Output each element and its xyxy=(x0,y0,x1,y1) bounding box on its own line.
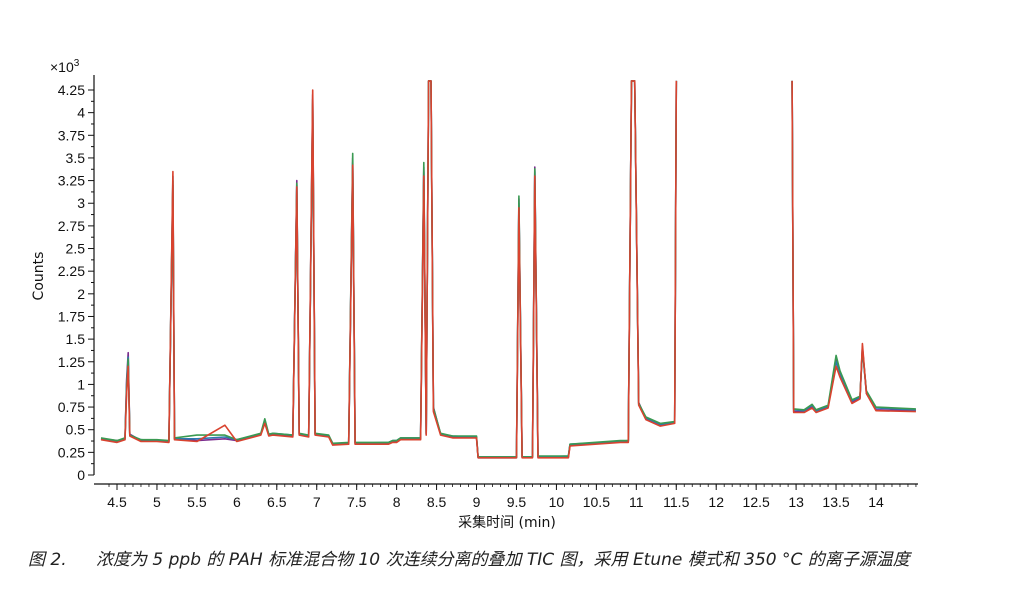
y-tick-label: 4 xyxy=(77,105,85,121)
figure-caption: 图 2. 浓度为 5 ppb 的 PAH 标准混合物 10 次连续分离的叠加 TI… xyxy=(28,545,910,570)
y-tick-label: 1 xyxy=(77,376,85,392)
plot-traces xyxy=(100,80,916,459)
y-tick-label: 2 xyxy=(77,286,85,302)
x-tick-label: 9.5 xyxy=(507,494,527,510)
x-tick-label: 12 xyxy=(708,494,724,510)
x-tick-label: 13.5 xyxy=(822,494,849,510)
x-tick-label: 9 xyxy=(473,494,481,510)
x-tick-label: 7 xyxy=(313,494,321,510)
y-tick-label: 1.5 xyxy=(66,331,86,347)
tic-chart: 0 0.25 0.5 0.75 1 1.25 1.5 1.75 2 2.25 2.5 2.75 3 3.2… xyxy=(31,58,918,531)
x-tick-label: 12.5 xyxy=(743,494,770,510)
y-axis: 0 0.25 0.5 0.75 1 1.25 1.5 1.75 2 2.25 2.5 2.75 3 3.2… xyxy=(58,75,95,483)
x-tick-label: 7.5 xyxy=(347,494,367,510)
x-tick-label: 10.5 xyxy=(583,494,610,510)
x-tick-label: 5.5 xyxy=(187,494,207,510)
y-tick-label: 0.25 xyxy=(58,444,85,460)
y-tick-label: 0.5 xyxy=(66,422,86,438)
x-axis-title: 采集时间 (min) xyxy=(458,514,556,531)
y-multiplier-label: ×103 xyxy=(50,58,80,75)
x-tick-label: 11 xyxy=(629,494,644,510)
x-tick-label: 11.5 xyxy=(663,494,689,510)
y-tick-label: 3.25 xyxy=(58,173,85,189)
y-tick-label: 2.5 xyxy=(66,241,86,257)
y-tick-label: 2.25 xyxy=(58,263,85,279)
y-tick-label: 1.25 xyxy=(58,354,85,370)
x-tick-label: 6 xyxy=(233,494,241,510)
y-tick-label: 3.75 xyxy=(58,127,85,143)
x-tick-label: 8 xyxy=(393,494,401,510)
y-tick-label: 1.75 xyxy=(58,308,85,324)
x-tick-label: 10 xyxy=(549,494,565,510)
figure-caption-text: 浓度为 5 ppb 的 PAH 标准混合物 10 次连续分离的叠加 TIC 图，… xyxy=(96,550,910,570)
x-tick-label: 13 xyxy=(788,494,804,510)
figure-label: 图 2. xyxy=(28,550,67,570)
x-tick-label: 4.5 xyxy=(107,494,127,510)
x-tick-label: 5 xyxy=(153,494,161,510)
y-tick-label: 0 xyxy=(77,467,85,483)
x-tick-label: 14 xyxy=(868,494,884,510)
y-tick-label: 3.5 xyxy=(66,150,86,166)
y-tick-label: 2.75 xyxy=(58,218,85,234)
y-tick-label: 0.75 xyxy=(58,399,85,415)
x-axis: 4.5 5 5.5 6 6.5 7 7.5 8 8.5 9 9.5 10 10.5 11 11.5 12 12.… xyxy=(94,483,918,510)
y-tick-label: 3 xyxy=(77,195,85,211)
x-tick-label: 8.5 xyxy=(427,494,447,510)
y-axis-title: Counts xyxy=(31,252,47,301)
y-tick-label: 4.25 xyxy=(58,82,85,98)
series-line-4 xyxy=(100,80,916,459)
x-tick-label: 6.5 xyxy=(267,494,287,510)
